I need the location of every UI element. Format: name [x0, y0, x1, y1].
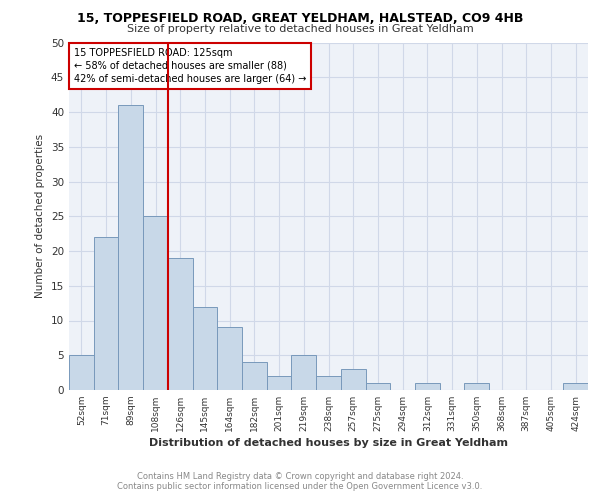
Bar [193, 306, 217, 390]
Bar [217, 328, 242, 390]
Y-axis label: Number of detached properties: Number of detached properties [35, 134, 46, 298]
Bar [267, 376, 292, 390]
Bar [316, 376, 341, 390]
Bar [365, 383, 390, 390]
Bar [292, 355, 316, 390]
Bar [464, 383, 489, 390]
Bar [415, 383, 440, 390]
Bar [563, 383, 588, 390]
Bar [143, 216, 168, 390]
Text: Contains public sector information licensed under the Open Government Licence v3: Contains public sector information licen… [118, 482, 482, 491]
Text: 15 TOPPESFIELD ROAD: 125sqm
← 58% of detached houses are smaller (88)
42% of sem: 15 TOPPESFIELD ROAD: 125sqm ← 58% of det… [74, 48, 307, 84]
Text: Contains HM Land Registry data © Crown copyright and database right 2024.: Contains HM Land Registry data © Crown c… [137, 472, 463, 481]
Bar [242, 362, 267, 390]
Bar [94, 237, 118, 390]
Text: 15, TOPPESFIELD ROAD, GREAT YELDHAM, HALSTEAD, CO9 4HB: 15, TOPPESFIELD ROAD, GREAT YELDHAM, HAL… [77, 12, 523, 26]
Bar [118, 105, 143, 390]
Bar [341, 369, 365, 390]
X-axis label: Distribution of detached houses by size in Great Yeldham: Distribution of detached houses by size … [149, 438, 508, 448]
Bar [168, 258, 193, 390]
Bar [69, 355, 94, 390]
Text: Size of property relative to detached houses in Great Yeldham: Size of property relative to detached ho… [127, 24, 473, 34]
